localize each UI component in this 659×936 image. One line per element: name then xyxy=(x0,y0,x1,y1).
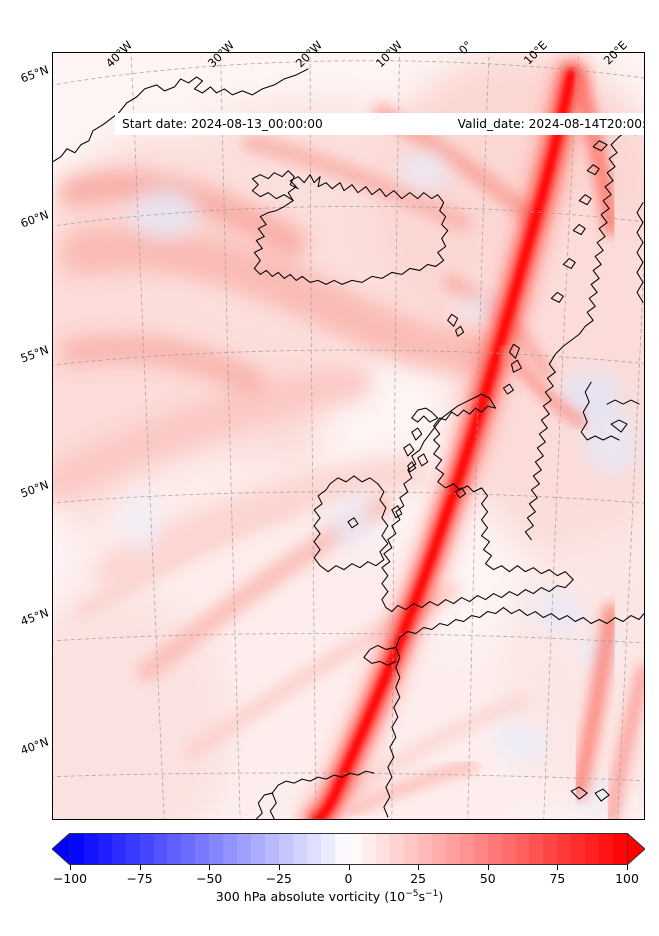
colorbar-band xyxy=(362,833,377,865)
colorbar-band xyxy=(153,833,168,865)
colorbar-band xyxy=(292,833,307,865)
colorbar-band xyxy=(515,833,530,865)
colorbar-title-mid: s xyxy=(418,889,426,905)
colorbar-band xyxy=(585,833,600,865)
colorbar-band xyxy=(139,833,154,865)
map-plot-area[interactable]: Start date: 2024-08-13_00:00:00 Valid_da… xyxy=(52,52,645,820)
coastlines xyxy=(53,68,644,819)
lat-tick-label: 55°N xyxy=(18,342,51,366)
colorbar-band xyxy=(278,833,293,865)
colorbar-band xyxy=(390,833,405,865)
colorbar-band xyxy=(181,833,196,865)
colorbar-tick xyxy=(418,865,420,870)
colorbar-band xyxy=(209,833,224,865)
colorbar-band xyxy=(418,833,432,865)
colorbar-max-extend-arrow xyxy=(627,833,645,865)
colorbar-min-extend-arrow xyxy=(52,833,70,865)
colorbar-tick xyxy=(278,865,280,870)
colorbar-tick-label: −100 xyxy=(52,871,88,886)
colorbar[interactable]: −100 −75 −50 −25 0 25 50 75 100 xyxy=(52,833,645,886)
colorbar-band xyxy=(431,833,446,865)
colorbar-title-exp1: −5 xyxy=(405,889,419,899)
colorbar-tick-label: 100 xyxy=(615,871,639,886)
colorbar-band xyxy=(237,833,251,865)
colorbar-band xyxy=(250,833,265,865)
colorbar-band xyxy=(125,833,140,865)
colorbar-tick-label: 50 xyxy=(479,871,496,886)
colorbar-tick xyxy=(70,865,71,870)
colorbar-band xyxy=(529,833,544,865)
colorbar-band xyxy=(459,833,474,865)
colorbar-band xyxy=(404,833,419,865)
colorbar-axis-title: 300 hPa absolute vorticity (10−5s−1) xyxy=(0,889,659,904)
colorbar-band xyxy=(195,833,210,865)
colorbar-band xyxy=(97,833,112,865)
colorbar-band xyxy=(599,833,613,865)
lat-tick-label: 60°N xyxy=(18,207,51,231)
colorbar-band xyxy=(70,833,84,865)
colorbar-band xyxy=(543,833,558,865)
colorbar-tick xyxy=(557,865,559,870)
colorbar-band xyxy=(223,833,238,865)
colorbar-band xyxy=(376,833,391,865)
colorbar-band xyxy=(501,833,516,865)
lat-tick-label: 40°N xyxy=(18,734,51,758)
valid-date-label: Valid_date: 2024-08-14T20:00:00.00 xyxy=(457,117,644,131)
colorbar-band xyxy=(487,833,502,865)
colorbar-gradient xyxy=(70,833,627,865)
lat-tick-label: 50°N xyxy=(18,477,51,501)
colorbar-band xyxy=(320,833,335,865)
colorbar-tick xyxy=(209,865,211,870)
colorbar-band xyxy=(306,833,321,865)
colorbar-tick xyxy=(139,865,141,870)
lat-tick-label: 65°N xyxy=(18,62,51,86)
colorbar-band xyxy=(612,833,627,865)
colorbar-band xyxy=(348,833,363,865)
colorbar-tick-label: 75 xyxy=(549,871,566,886)
vorticity-field xyxy=(53,53,644,819)
colorbar-tick-label: −50 xyxy=(196,871,223,886)
colorbar-tick xyxy=(348,865,350,870)
colorbar-band xyxy=(167,833,182,865)
colorbar-band xyxy=(334,833,349,865)
colorbar-band xyxy=(83,833,98,865)
colorbar-band xyxy=(264,833,279,865)
colorbar-title-end: ) xyxy=(438,889,444,905)
start-date-label: Start date: 2024-08-13_00:00:00 xyxy=(122,117,323,131)
colorbar-band xyxy=(445,833,460,865)
colorbar-band xyxy=(557,833,572,865)
colorbar-tick-label: 0 xyxy=(344,871,353,886)
colorbar-tick xyxy=(627,865,628,870)
colorbar-tick-label: −75 xyxy=(126,871,153,886)
lat-tick-label: 45°N xyxy=(18,605,51,629)
colorbar-band xyxy=(473,833,488,865)
colorbar-tick xyxy=(487,865,489,870)
colorbar-band xyxy=(571,833,586,865)
colorbar-tick-label: 25 xyxy=(410,871,427,886)
colorbar-band xyxy=(111,833,126,865)
colorbar-tick-label: −25 xyxy=(265,871,292,886)
colorbar-title-exp2: −1 xyxy=(425,889,439,899)
colorbar-title-main: 300 hPa absolute vorticity (10 xyxy=(215,889,406,905)
date-info-banner: Start date: 2024-08-13_00:00:00 Valid_da… xyxy=(115,113,644,135)
